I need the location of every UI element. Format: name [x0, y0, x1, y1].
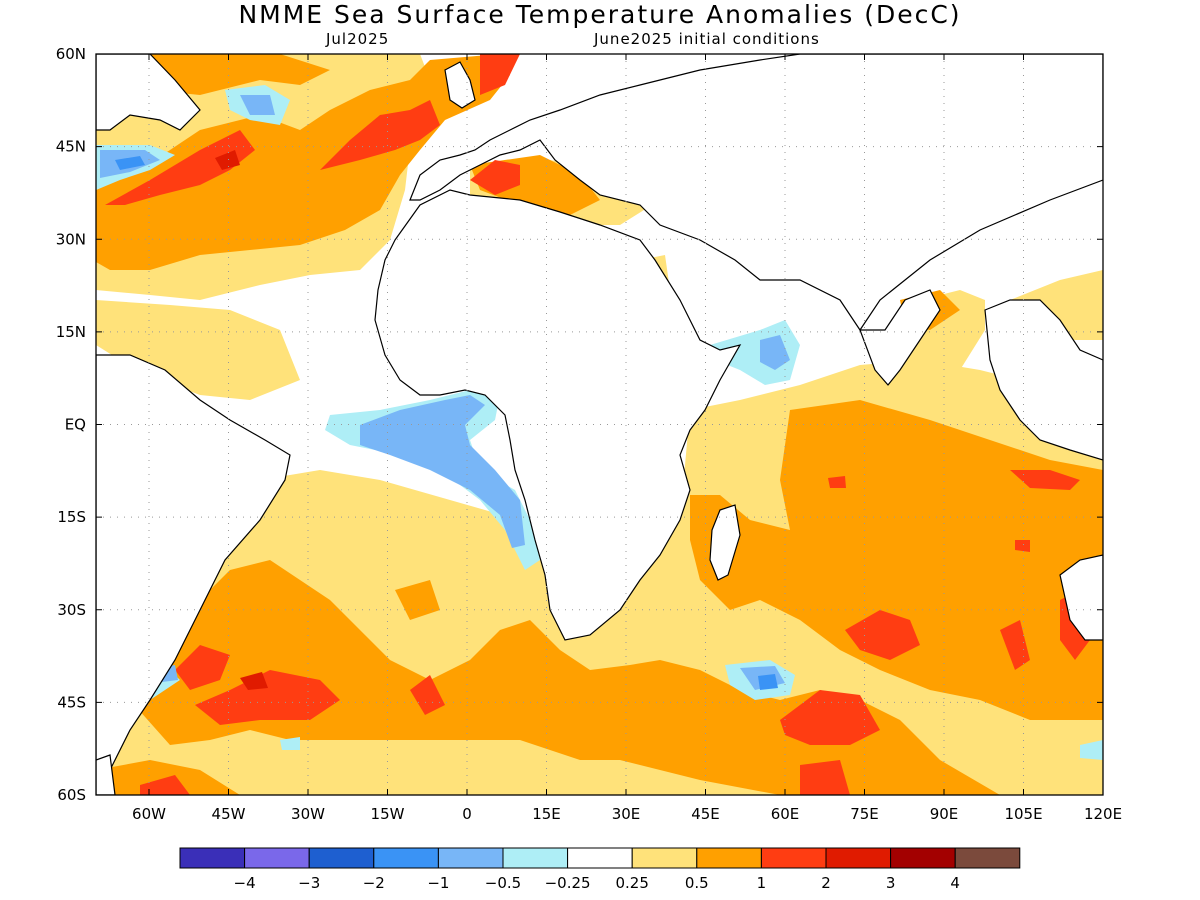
madagascar-coastline — [709, 504, 741, 581]
colorbar-swatch — [825, 847, 892, 869]
anomaly-neg-0.5 — [100, 95, 790, 690]
x-tick-label: 15W — [371, 805, 405, 823]
colorbar-swatch — [696, 847, 762, 869]
forecast-month: Jul2025 — [326, 30, 390, 48]
colorbar-swatch — [567, 847, 633, 869]
x-tick-label: 75E — [850, 805, 879, 823]
colorbar-label: −3 — [298, 874, 320, 892]
x-tick-label: 15E — [532, 805, 561, 823]
x-tick-label: 30E — [612, 805, 641, 823]
y-tick-label: 45N — [56, 138, 86, 156]
southeast-asia-coastline — [984, 299, 1103, 461]
y-tick-label: EQ — [65, 416, 86, 434]
europe-coastline — [409, 54, 1103, 332]
anomaly-neg-1 — [115, 156, 778, 690]
x-tick-label: 45E — [691, 805, 720, 823]
colorbar-label: −0.25 — [545, 874, 591, 892]
y-tick-label: 15N — [56, 323, 86, 341]
colorbar-label: 1 — [757, 874, 767, 892]
y-tick-label: 30S — [57, 601, 86, 619]
x-tick-label: 0 — [462, 805, 472, 823]
colorbar-swatch — [373, 847, 439, 869]
initial-conditions: June2025 initial conditions — [594, 30, 820, 48]
x-tick-label: 120E — [1084, 805, 1122, 823]
colorbar-label: −2 — [363, 874, 385, 892]
colorbar-swatch — [437, 847, 504, 869]
north-america-coastline — [96, 54, 201, 131]
latitude-axis: 60N 45N 30N 15N EQ 15S 30S 45S 60S — [56, 45, 1103, 804]
x-tick-label: 60W — [132, 805, 166, 823]
x-tick-label: 45W — [212, 805, 246, 823]
y-tick-label: 60N — [56, 45, 86, 63]
colorbar-swatch — [954, 847, 1021, 869]
x-tick-label: 60E — [771, 805, 800, 823]
africa-coastline — [374, 189, 742, 641]
longitude-axis: 60W 45W 30W 15W 0 15E 30E 45E 60E 75E 90E 105E 120E — [132, 54, 1122, 823]
anomaly-0.5-1 — [96, 54, 1103, 795]
map-title: NMME Sea Surface Temperature Anomalies (… — [238, 0, 962, 29]
colorbar-label: −0.5 — [485, 874, 521, 892]
colorbar-swatch — [179, 847, 246, 869]
anomaly-2-3 — [215, 150, 268, 690]
y-tick-label: 60S — [57, 786, 86, 804]
x-tick-label: 105E — [1004, 805, 1042, 823]
land-masses — [96, 54, 1103, 795]
colorbar-swatch — [890, 847, 956, 869]
south-america-coastline — [96, 354, 291, 781]
colorbar-label: 3 — [886, 874, 896, 892]
x-tick-label: 30W — [291, 805, 325, 823]
colorbar-swatch — [760, 847, 827, 869]
colorbar-swatch — [631, 847, 698, 869]
colorbar-label: 4 — [950, 874, 960, 892]
australia-coastline — [1059, 554, 1103, 641]
colorbar-label: 0.5 — [685, 874, 709, 892]
antarctic-coastline — [96, 754, 116, 795]
y-tick-label: 45S — [57, 693, 86, 711]
india-coastline — [859, 289, 941, 386]
colorbar-label: −4 — [234, 874, 256, 892]
colorbar-swatch — [308, 847, 375, 869]
colorbar-label: −1 — [427, 874, 449, 892]
colorbar-swatch — [244, 847, 310, 869]
colorbar-swatch — [502, 847, 569, 869]
x-tick-label: 90E — [930, 805, 959, 823]
y-tick-label: 15S — [57, 508, 86, 526]
colorbar-label: 0.25 — [615, 874, 648, 892]
y-tick-label: 30N — [56, 230, 86, 248]
colorbar: −4 −3 −2 −1 −0.5 −0.25 0.25 0.5 1 2 3 4 — [179, 847, 1021, 892]
colorbar-label: 2 — [821, 874, 831, 892]
